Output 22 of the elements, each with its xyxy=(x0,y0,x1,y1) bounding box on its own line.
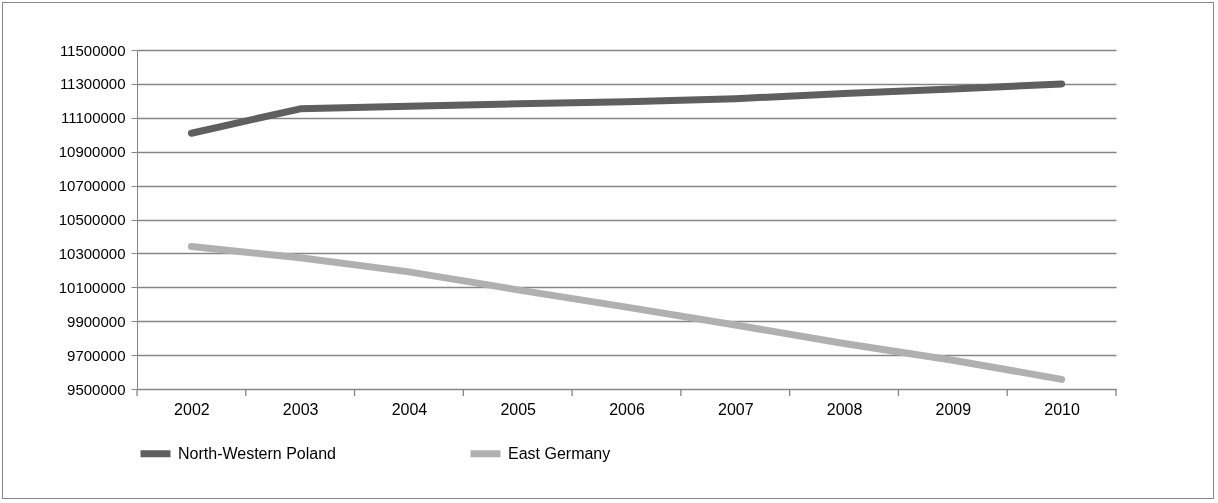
x-tick-label: 2003 xyxy=(282,400,319,418)
x-tick-label: 2002 xyxy=(174,400,210,418)
x-tick-label: 2004 xyxy=(391,400,428,418)
y-tick-label: 10700000 xyxy=(58,177,126,195)
y-tick-label: 9500000 xyxy=(67,380,126,398)
y-tick-label: 11100000 xyxy=(60,109,126,127)
y-tick-label: 10300000 xyxy=(58,244,126,262)
x-tick-label: 2009 xyxy=(935,400,972,418)
legend-label: East Germany xyxy=(508,444,611,462)
y-tick-label: 10100000 xyxy=(58,278,126,296)
y-tick-label: 10900000 xyxy=(58,143,126,161)
x-tick-label: 2010 xyxy=(1044,400,1081,418)
x-tick-label: 2008 xyxy=(826,400,863,418)
x-tick-label: 2007 xyxy=(717,400,754,418)
y-tick-label: 11500000 xyxy=(59,41,126,59)
y-tick-label: 11300000 xyxy=(59,75,126,93)
y-tick-label: 10500000 xyxy=(58,211,126,228)
y-tick-label: 9700000 xyxy=(67,346,126,364)
x-tick-label: 2005 xyxy=(500,400,537,418)
y-tick-label: 9900000 xyxy=(67,312,126,330)
x-tick-label: 2006 xyxy=(609,400,645,418)
legend-label: North-Western Poland xyxy=(178,444,336,462)
